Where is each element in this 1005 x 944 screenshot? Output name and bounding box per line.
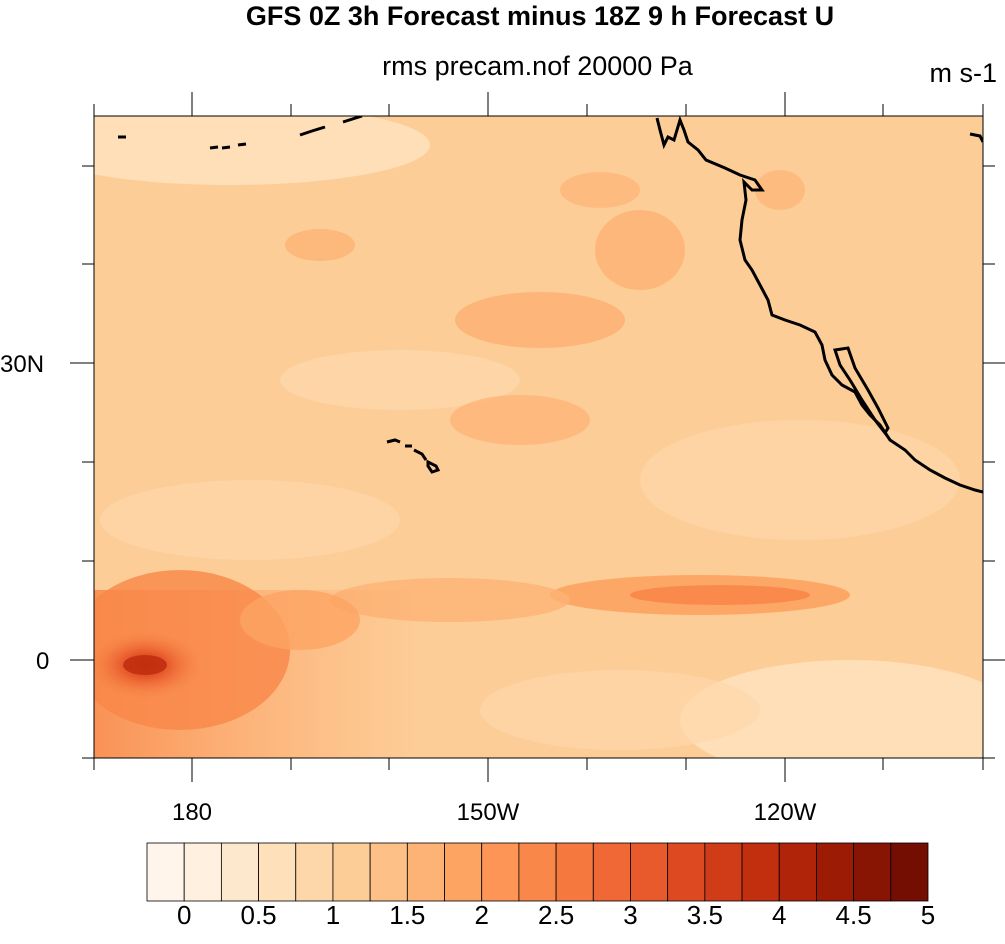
east-edge-coast [969, 132, 983, 143]
lat-label-0: 0 [36, 648, 49, 675]
hawaiian-islands [386, 438, 441, 474]
colorbar-swatch [146, 842, 185, 902]
colorbar-label: 5 [920, 900, 936, 930]
baja-california [833, 346, 890, 436]
colorbar-label: 0 [176, 900, 192, 930]
colorbar-swatch [481, 842, 520, 902]
north-america-coast [655, 116, 983, 494]
colorbar-swatch [667, 842, 706, 902]
colorbar-label: 4.5 [835, 900, 872, 930]
colorbar-label: 1.5 [389, 900, 426, 930]
colorbar-label: 0.5 [240, 900, 277, 930]
plot-frame [93, 115, 984, 759]
lon-label-180: 180 [172, 799, 212, 826]
colorbar-label: 4 [772, 900, 787, 930]
colorbar-swatch [518, 842, 557, 902]
colorbar-swatch [630, 842, 669, 902]
colorbar-swatch [555, 842, 594, 902]
colorbar-swatch [183, 842, 222, 902]
colorbar-swatch [853, 842, 892, 902]
colorbar-swatch [406, 842, 445, 902]
colorbar-swatch [220, 842, 259, 902]
colorbar-swatch [258, 842, 297, 902]
aleutian-islands [118, 116, 363, 150]
colorbar-swatch [332, 842, 371, 902]
contour-field [94, 116, 983, 758]
colorbar-swatch [816, 842, 855, 902]
lon-label-120w: 120W [754, 799, 817, 826]
coastlines [118, 116, 983, 494]
colorbar-swatch [295, 842, 334, 902]
colorbar-label: 2 [474, 900, 489, 930]
colorbar-swatch [369, 842, 408, 902]
colorbar-label: 1 [325, 900, 341, 930]
map-title: GFS 0Z 3h Forecast minus 18Z 9 h Forecas… [245, 1, 835, 31]
colorbar-swatch [592, 842, 631, 902]
units-label: m s-1 [929, 58, 998, 88]
colorbar-swatch [778, 842, 817, 902]
colorbar-label: 3.5 [686, 900, 723, 930]
colorbar-swatch [741, 842, 780, 902]
map-subtitle: rms precam.nof 20000 Pa [382, 51, 693, 81]
lat-label-30n: 30N [0, 351, 44, 378]
colorbar-swatch [704, 842, 743, 902]
colorbar-swatch [444, 842, 483, 902]
colorbar [146, 842, 929, 902]
colorbar-label: 3 [623, 900, 638, 930]
tick-marks [70, 92, 1005, 782]
lon-label-150w: 150W [457, 799, 520, 826]
colorbar-label: 2.5 [538, 900, 575, 930]
colorbar-swatch [890, 842, 929, 902]
